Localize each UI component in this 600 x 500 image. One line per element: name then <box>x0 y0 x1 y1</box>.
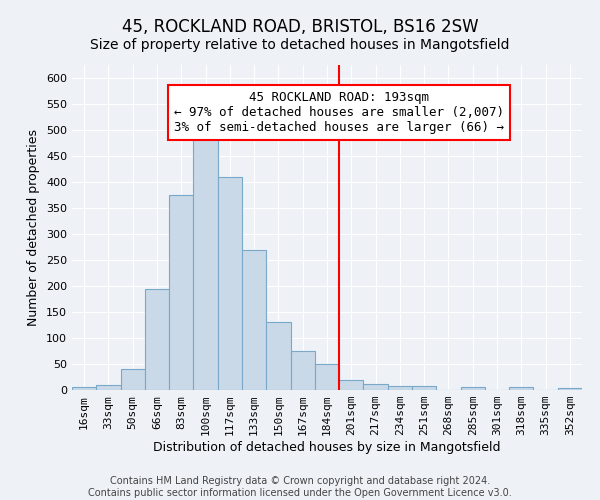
Bar <box>242 250 266 390</box>
Text: Size of property relative to detached houses in Mangotsfield: Size of property relative to detached ho… <box>90 38 510 52</box>
Bar <box>121 369 145 390</box>
Bar <box>461 388 485 390</box>
Bar <box>145 288 169 390</box>
Bar <box>72 388 96 390</box>
Text: 45, ROCKLAND ROAD, BRISTOL, BS16 2SW: 45, ROCKLAND ROAD, BRISTOL, BS16 2SW <box>122 18 478 36</box>
Bar <box>218 177 242 390</box>
Bar <box>509 388 533 390</box>
Bar <box>193 135 218 390</box>
Text: Contains HM Land Registry data © Crown copyright and database right 2024.
Contai: Contains HM Land Registry data © Crown c… <box>88 476 512 498</box>
X-axis label: Distribution of detached houses by size in Mangotsfield: Distribution of detached houses by size … <box>153 441 501 454</box>
Bar <box>388 386 412 390</box>
Bar <box>290 351 315 390</box>
Bar <box>558 388 582 390</box>
Text: 45 ROCKLAND ROAD: 193sqm
← 97% of detached houses are smaller (2,007)
3% of semi: 45 ROCKLAND ROAD: 193sqm ← 97% of detach… <box>174 91 504 134</box>
Bar <box>96 385 121 390</box>
Bar <box>364 384 388 390</box>
Bar <box>266 322 290 390</box>
Bar <box>339 380 364 390</box>
Y-axis label: Number of detached properties: Number of detached properties <box>28 129 40 326</box>
Bar <box>169 195 193 390</box>
Bar <box>315 364 339 390</box>
Bar <box>412 386 436 390</box>
